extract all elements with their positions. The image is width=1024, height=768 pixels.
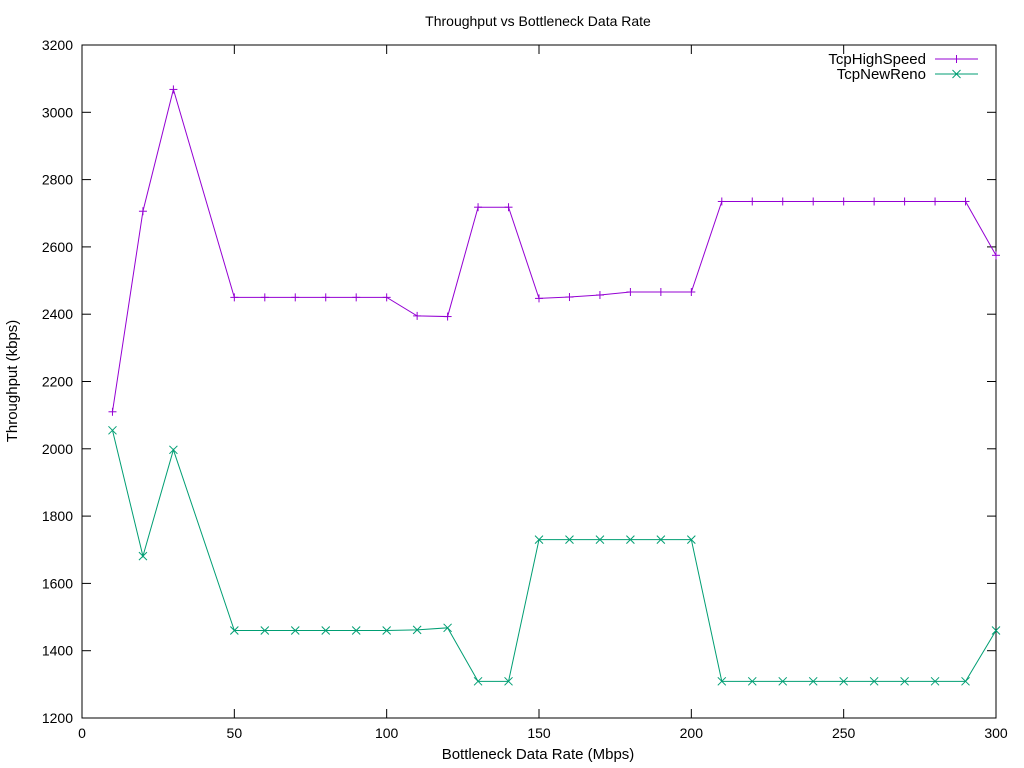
data-point-tcpnewreno (108, 425, 117, 435)
data-point-tcpnewreno (747, 676, 757, 686)
data-point-tcpnewreno (869, 676, 879, 686)
data-point-tcphighspeed (961, 197, 970, 206)
y-tick-label: 1800 (42, 508, 73, 524)
data-point-tcpnewreno (382, 626, 392, 635)
y-tick-label: 2600 (42, 239, 73, 255)
legend-label-tcpnewreno: TcpNewReno (837, 66, 926, 83)
data-point-tcpnewreno (534, 535, 544, 545)
data-point-tcphighspeed (230, 293, 239, 302)
x-tick-label: 150 (527, 725, 551, 741)
data-point-tcphighspeed (138, 207, 147, 216)
data-point-tcphighspeed (748, 197, 757, 206)
data-point-tcphighspeed (291, 293, 300, 302)
data-point-tcphighspeed (504, 203, 513, 212)
x-tick-label: 300 (984, 725, 1008, 741)
data-point-tcpnewreno (290, 626, 300, 635)
y-tick-label: 1600 (42, 575, 73, 591)
data-point-tcpnewreno (412, 625, 422, 635)
data-point-tcphighspeed (535, 294, 543, 303)
data-point-tcphighspeed (352, 293, 361, 302)
data-point-tcpnewreno (626, 535, 635, 545)
data-point-tcpnewreno (686, 535, 696, 545)
data-point-tcphighspeed (169, 85, 178, 94)
data-point-tcpnewreno (443, 623, 452, 633)
y-axis-label: Throughput (kbps) (4, 320, 21, 443)
data-point-tcphighspeed (778, 197, 787, 206)
data-point-tcphighspeed (382, 293, 391, 302)
chart-title: Throughput vs Bottleneck Data Rate (425, 13, 651, 29)
data-point-tcpnewreno (930, 676, 940, 686)
data-point-tcpnewreno (473, 676, 483, 686)
data-point-tcphighspeed (626, 287, 635, 296)
data-point-tcpnewreno (169, 445, 178, 455)
data-point-tcpnewreno (260, 626, 270, 635)
data-point-tcpnewreno (229, 626, 239, 635)
axis-ticks: 0 50 100 150 200 250 300 1200 1400 1600 1800 2000 22… (42, 37, 1008, 741)
data-point-tcpnewreno (961, 676, 970, 686)
data-point-tcphighspeed (870, 197, 879, 206)
data-point-tcpnewreno (717, 676, 727, 686)
series-line-tcphighspeed (111, 87, 997, 412)
data-point-tcpnewreno (504, 676, 513, 686)
data-point-tcpnewreno (778, 676, 788, 686)
data-point-tcphighspeed (717, 197, 726, 206)
data-point-tcphighspeed (260, 293, 269, 302)
x-tick-label: 200 (680, 725, 704, 741)
data-point-tcpnewreno (321, 626, 331, 635)
data-point-tcpnewreno (565, 535, 574, 545)
series-line-tcpnewreno (111, 430, 997, 682)
series-tcpnewreno (108, 425, 1001, 686)
y-tick-label: 2200 (42, 374, 73, 390)
data-point-tcphighspeed (565, 293, 574, 302)
data-point-tcphighspeed (108, 407, 117, 416)
x-axis-label: Bottleneck Data Rate (Mbps) (442, 746, 635, 763)
y-tick-label: 1400 (42, 643, 73, 659)
y-tick-label: 2400 (42, 306, 73, 322)
data-series (108, 85, 1001, 686)
x-tick-label: 0 (78, 725, 86, 741)
legend-label-tcphighspeed: TcpHighSpeed (828, 51, 926, 68)
data-point-tcphighspeed (931, 197, 940, 206)
data-point-tcphighspeed (656, 287, 665, 296)
data-point-tcphighspeed (900, 197, 909, 206)
x-tick-label: 250 (832, 725, 856, 741)
data-point-tcpnewreno (808, 676, 818, 686)
y-tick-label: 1200 (42, 710, 73, 726)
series-tcphighspeed (108, 85, 1000, 416)
y-tick-label: 3200 (42, 37, 73, 53)
y-tick-label: 2000 (42, 441, 73, 457)
data-point-tcphighspeed (809, 197, 818, 206)
data-point-tcphighspeed (992, 251, 1000, 260)
data-point-tcpnewreno (656, 535, 666, 545)
data-point-tcpnewreno (839, 676, 849, 686)
data-point-tcphighspeed (595, 291, 604, 300)
data-point-tcpnewreno (351, 626, 361, 635)
y-tick-label: 3000 (42, 104, 73, 120)
data-point-tcpnewreno (900, 676, 909, 686)
data-point-tcpnewreno (138, 551, 148, 561)
data-point-tcphighspeed (839, 197, 848, 206)
data-point-tcpnewreno (595, 535, 605, 545)
legend-marker-tcphighspeed (952, 55, 961, 63)
y-tick-label: 2800 (42, 172, 73, 188)
data-point-tcpnewreno (991, 626, 1001, 635)
data-point-tcphighspeed (443, 312, 452, 321)
data-point-tcphighspeed (321, 293, 330, 302)
data-point-tcphighspeed (413, 311, 422, 320)
legend-marker-tcpnewreno (952, 69, 961, 79)
x-tick-label: 100 (375, 725, 399, 741)
data-point-tcphighspeed (474, 203, 483, 212)
plot-frame (81, 44, 997, 719)
data-point-tcphighspeed (687, 287, 696, 296)
x-tick-label: 50 (227, 725, 243, 741)
